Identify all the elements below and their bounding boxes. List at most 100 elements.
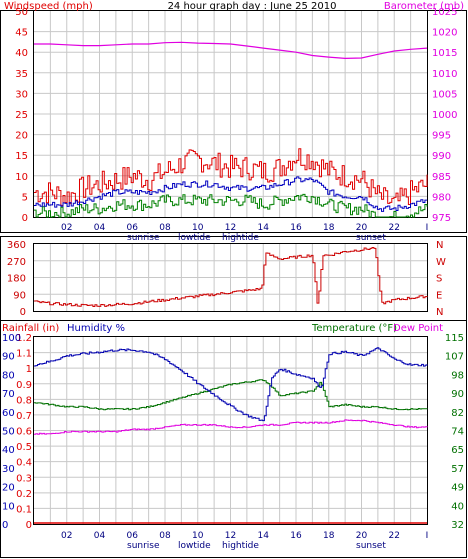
x-tick-label: 02	[61, 531, 72, 541]
wind-tick-label: 5	[22, 192, 28, 203]
wind-plot-area	[33, 10, 428, 218]
x-tick-label: 22	[389, 531, 400, 541]
rain-tick-label: 0.1	[16, 504, 32, 515]
x-tick-label: 14	[258, 531, 270, 541]
wind-tick-label: 35	[15, 69, 28, 80]
baro-tick-label: 980	[432, 192, 451, 203]
rain-tick-label: 1.2	[16, 333, 32, 344]
humidity-tick-label: 100	[2, 333, 21, 344]
x-tick-label: 16	[290, 531, 302, 541]
baro-tick-label: 1000	[432, 110, 457, 121]
x-tick-label: 06	[127, 531, 139, 541]
wind-gust-line	[34, 148, 428, 206]
wind-tick-label: 30	[15, 89, 28, 100]
sunrise-label-bottom: sunrise	[127, 541, 160, 551]
sunset-label-bottom: sunset	[356, 541, 386, 551]
x-tick-label: I	[426, 223, 429, 233]
x-tick-label: 14	[258, 223, 270, 233]
humidity-tick-label: 80	[2, 370, 15, 381]
wind-direction-line	[34, 247, 428, 307]
wind-tick-label: 25	[15, 110, 28, 121]
temperature-label: Temperature (°F)	[311, 323, 397, 334]
x-tick-label: 16	[290, 223, 302, 233]
temp-tick-label: 82	[451, 408, 464, 419]
baro-tick-label: 985	[432, 172, 451, 183]
humidity-tick-label: 50	[2, 427, 15, 438]
humidity-label: Humidity %	[67, 323, 125, 334]
x-tick-label: 22	[389, 223, 400, 233]
temp-tick-label: 98	[451, 370, 464, 381]
wind-avg-line	[34, 176, 427, 212]
rain-tick-label: 0	[26, 520, 32, 531]
temp-tick-label: 65	[451, 445, 464, 456]
windspeed-label: Windspeed (mph)	[4, 1, 93, 12]
direction-tick-label: 180	[7, 274, 26, 285]
humidity-line	[34, 347, 428, 422]
wind-tick-label: 0	[22, 213, 28, 224]
temp-tick-label: 32	[451, 520, 464, 531]
x-tick-label: 02	[61, 223, 72, 233]
rain-tick-label: 0.9	[16, 380, 32, 391]
x-tick-label: 04	[94, 531, 106, 541]
baro-tick-label: 990	[432, 151, 451, 162]
dewpoint-label: Dew Point	[393, 323, 443, 334]
rain-tick-label: 1.1	[16, 349, 32, 360]
direction-tick-label: 270	[7, 257, 26, 268]
wind-tick-label: 40	[15, 48, 28, 59]
graph-title: 24 hour graph day : June 25 2010	[168, 1, 337, 12]
barometer-label: Barometer (mb)	[384, 1, 464, 12]
compass-tick-label: E	[436, 290, 442, 301]
x-tick-label: 10	[192, 531, 204, 541]
compass-tick-label: W	[436, 257, 446, 268]
wind-tick-label: 10	[15, 172, 28, 183]
temp-tick-label: 90	[451, 389, 464, 400]
x-tick-label: 20	[356, 531, 368, 541]
humidity-tick-label: 10	[2, 501, 15, 512]
x-tick-label: 12	[225, 223, 236, 233]
humidity-tick-label: 40	[2, 445, 15, 456]
rain-tick-label: 0.8	[16, 395, 32, 406]
humidity-tick-label: 60	[2, 408, 15, 419]
baro-tick-label: 1010	[432, 69, 457, 80]
temp-tick-label: 57	[451, 464, 464, 475]
rain-tick-label: 0.6	[16, 427, 32, 438]
compass-tick-label: S	[436, 274, 442, 285]
baro-tick-label: 1015	[432, 48, 457, 59]
baro-tick-label: 1020	[432, 28, 457, 39]
wind-tick-label: 50	[15, 7, 28, 18]
x-tick-label: 10	[192, 223, 204, 233]
lowtide-label-top: lowtide	[178, 233, 211, 243]
temperature-line	[34, 379, 428, 411]
rain-tick-label: 0.3	[16, 473, 32, 484]
humidity-tick-label: 90	[2, 352, 15, 363]
baro-tick-label: 1005	[432, 89, 457, 100]
hightide-label-bottom: hightide	[222, 541, 259, 551]
temp-tick-label: 115	[445, 333, 464, 344]
x-tick-label: 06	[127, 223, 139, 233]
wind-tick-label: 20	[15, 131, 28, 142]
baro-tick-label: 975	[432, 213, 451, 224]
x-tick-label: 04	[94, 223, 106, 233]
x-tick-label: 08	[159, 531, 171, 541]
rain-tick-label: 0.5	[16, 442, 32, 453]
rain-tick-label: 0.4	[16, 458, 32, 469]
sunset-label-top: sunset	[356, 233, 386, 243]
hightide-label-top: hightide	[222, 233, 259, 243]
wind-tick-label: 15	[15, 151, 28, 162]
sunrise-label-top: sunrise	[127, 233, 160, 243]
rain-tick-label: 0.7	[16, 411, 32, 422]
humidity-tick-label: 20	[2, 483, 15, 494]
climate-plot-area	[33, 336, 428, 525]
barometer-line	[34, 41, 428, 60]
rain-tick-label: 1	[26, 364, 32, 375]
direction-plot-area	[33, 243, 428, 312]
dewpoint-line	[34, 419, 428, 435]
x-tick-label: 08	[159, 223, 171, 233]
temp-tick-label: 49	[451, 483, 464, 494]
temp-tick-label: 40	[451, 501, 464, 512]
x-tick-label: 20	[356, 223, 368, 233]
temp-tick-label: 107	[445, 352, 464, 363]
direction-tick-label: 90	[13, 290, 26, 301]
rainfall-label: Rainfall (in)	[2, 323, 59, 334]
direction-tick-label: 0	[20, 307, 26, 318]
